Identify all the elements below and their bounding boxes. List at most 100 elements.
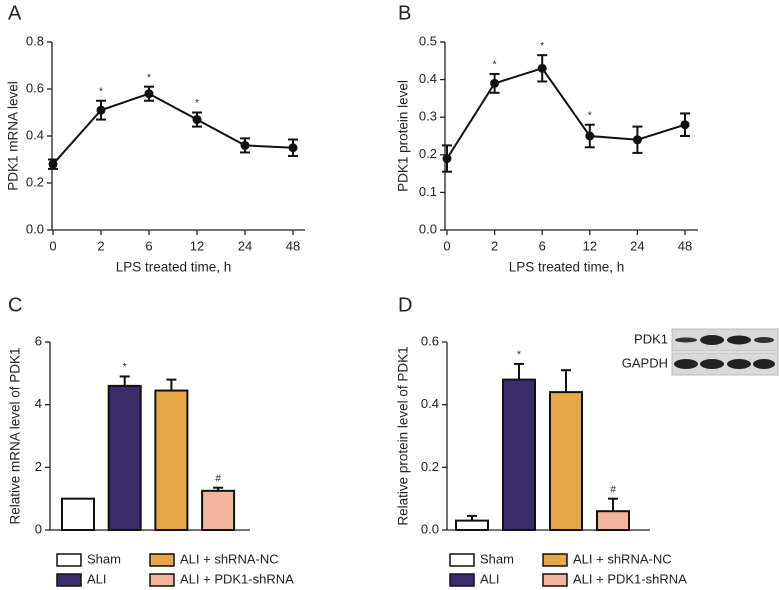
- point: [96, 105, 106, 115]
- legend-swatch: [56, 573, 82, 587]
- panel-label: D: [398, 294, 412, 316]
- x-tick-label: 0: [443, 238, 450, 253]
- x-tick-label: 12: [583, 238, 597, 253]
- bar: [61, 497, 95, 531]
- line: [446, 67, 686, 160]
- x-tick-label: 12: [190, 238, 204, 253]
- x-axis-label: LPS treated time, h: [509, 260, 625, 275]
- point: [537, 63, 547, 73]
- bar: [596, 510, 630, 532]
- y-tick-label: 0.2: [419, 146, 437, 161]
- y-tick-label: 0.2: [26, 174, 44, 189]
- legend-label: ALI + shRNA-NC: [180, 551, 279, 566]
- significance-mark: #: [215, 473, 221, 484]
- blot-band: [700, 335, 724, 345]
- x-axis-label: LPS treated time, h: [116, 260, 232, 275]
- x-tick-label: 0: [49, 238, 56, 253]
- blot-band: [674, 359, 698, 369]
- western-blot: [671, 328, 779, 376]
- blot-strip: [671, 352, 779, 376]
- point: [48, 159, 58, 169]
- point: [632, 135, 642, 145]
- y-tick-label: 0.2: [421, 459, 439, 474]
- x-tick-label: 48: [286, 238, 300, 253]
- y-tick-label: 6: [35, 333, 42, 348]
- x-tick-label: 6: [539, 238, 546, 253]
- blot-band: [727, 335, 751, 345]
- bar: [201, 489, 236, 532]
- legend-label: Sham: [480, 551, 514, 566]
- blot-band: [753, 359, 775, 369]
- legend-label: ALI + shRNA-NC: [573, 551, 672, 566]
- legend-swatch: [542, 553, 568, 567]
- y-tick-label: 0.4: [26, 127, 44, 142]
- point: [144, 89, 154, 99]
- legend-swatch: [149, 553, 175, 567]
- y-tick-label: 0.0: [26, 221, 44, 236]
- panel-label: B: [398, 2, 411, 24]
- blot-band: [727, 359, 751, 369]
- x-tick-label: 24: [630, 238, 644, 253]
- significance-mark: *: [99, 86, 103, 97]
- legend-swatch: [56, 553, 82, 567]
- blot-band: [675, 337, 697, 343]
- point: [585, 131, 595, 141]
- y-tick-label: 4: [35, 396, 42, 411]
- point: [288, 143, 298, 153]
- legend-label: ALI: [87, 571, 107, 586]
- legend-swatch: [149, 573, 175, 587]
- point: [490, 78, 500, 88]
- x-tick-label: 2: [97, 238, 104, 253]
- y-tick-label: 0.0: [421, 521, 439, 536]
- x-tick-label: 48: [678, 238, 692, 253]
- point: [442, 154, 452, 164]
- bar: [455, 519, 489, 531]
- y-tick-label: 0.5: [419, 33, 437, 48]
- bar: [154, 389, 189, 532]
- bar: [549, 391, 583, 531]
- x-tick-label: 2: [491, 238, 498, 253]
- x-tick-label: 24: [238, 238, 252, 253]
- significance-mark: *: [195, 98, 199, 109]
- blot-band: [754, 337, 774, 343]
- y-tick-label: 0.0: [419, 221, 437, 236]
- legend-swatch: [542, 573, 568, 587]
- legend-label: ALI + PDK1-shRNA: [573, 571, 687, 586]
- bar: [502, 378, 536, 531]
- significance-mark: *: [493, 60, 497, 71]
- x-tick-label: 6: [145, 238, 152, 253]
- y-axis-label: PDK1 mRNA level: [6, 81, 21, 191]
- y-tick-label: 0.6: [26, 80, 44, 95]
- significance-mark: #: [610, 484, 616, 495]
- y-tick-label: 0.6: [421, 333, 439, 348]
- y-tick-label: 0.8: [26, 33, 44, 48]
- y-tick-label: 0: [35, 521, 42, 536]
- y-tick-label: 0.1: [419, 184, 437, 199]
- significance-mark: *: [588, 110, 592, 121]
- bar: [107, 384, 142, 531]
- point: [192, 115, 202, 125]
- point: [680, 120, 690, 130]
- legend-label: ALI + PDK1-shRNA: [180, 571, 294, 586]
- significance-mark: *: [147, 72, 151, 83]
- blot-label: GAPDH: [622, 355, 668, 370]
- legend-label: Sham: [87, 551, 121, 566]
- significance-mark: *: [123, 362, 127, 373]
- blot-band: [700, 359, 724, 369]
- y-axis-label: Relative mRNA level of PDK1: [8, 347, 23, 524]
- y-tick-label: 0.3: [419, 109, 437, 124]
- panel-label: C: [8, 294, 22, 316]
- line: [52, 92, 294, 165]
- point: [240, 140, 250, 150]
- legend-label: ALI: [480, 571, 500, 586]
- blot-label: PDK1: [634, 331, 668, 346]
- y-axis-label: Relative protein level of PDK1: [396, 346, 411, 525]
- y-tick-label: 2: [35, 459, 42, 474]
- significance-mark: *: [517, 350, 521, 361]
- y-tick-label: 0.4: [421, 396, 439, 411]
- legend-swatch: [449, 553, 475, 567]
- blot-strip: [671, 328, 779, 352]
- significance-mark: *: [540, 41, 544, 52]
